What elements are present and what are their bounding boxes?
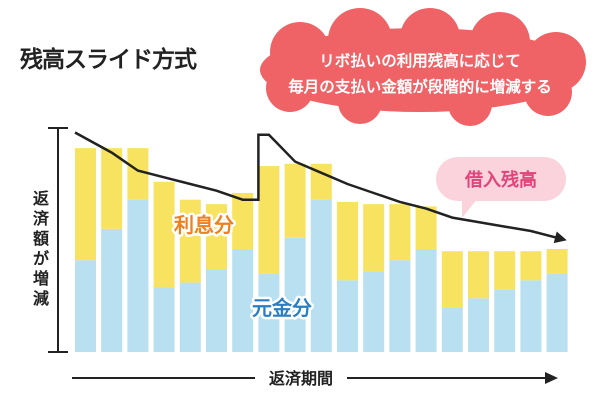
bar-interest-12 — [363, 204, 385, 272]
bar-principal-7 — [232, 248, 254, 352]
bars-group — [75, 148, 568, 352]
bar-principal-10 — [310, 199, 332, 352]
bar-principal-14 — [415, 248, 437, 352]
chart-title: 残高スライド方式 — [20, 47, 197, 73]
bar-interest-9 — [284, 163, 306, 238]
y-axis-label-char: 減 — [33, 289, 49, 308]
bar-interest-2 — [101, 148, 123, 229]
bar-principal-5 — [179, 282, 201, 352]
y-axis-label-char: 増 — [33, 269, 49, 288]
y-axis — [48, 127, 68, 353]
bar-principal-8 — [258, 273, 280, 352]
balance-line — [74, 131, 558, 240]
bar-principal-13 — [389, 260, 411, 352]
bar-principal-4 — [153, 287, 175, 352]
cloud-puff-2 — [328, 8, 392, 72]
bar-principal-9 — [284, 237, 306, 352]
bar-interest-15 — [441, 251, 463, 308]
cloud-puff-4 — [470, 12, 530, 72]
bar-principal-17 — [494, 289, 516, 352]
bar-interest-14 — [415, 206, 437, 249]
balance-bubble: 借入残高 — [436, 157, 566, 218]
balance-bubble-body — [436, 157, 566, 201]
bar-interest-5 — [179, 199, 201, 283]
bar-interest-19 — [546, 248, 568, 274]
bar-principal-6 — [206, 269, 227, 352]
bar-interest-13 — [389, 204, 411, 261]
balance-line-arrowhead — [553, 231, 567, 244]
y-axis-label-char: 額 — [32, 229, 49, 248]
y-axis-label-char: 済 — [33, 209, 50, 228]
balance-label: 借入残高 — [464, 169, 537, 191]
cloud-puff-6 — [524, 68, 572, 116]
bar-principal-16 — [468, 298, 489, 352]
y-axis-label-char: が — [33, 249, 49, 268]
cloud-puff-8 — [338, 80, 382, 124]
cloud-puff-9 — [448, 82, 492, 126]
bar-principal-12 — [363, 271, 385, 352]
bar-principal-1 — [75, 260, 96, 352]
bar-principal-15 — [441, 307, 463, 352]
bar-principal-18 — [520, 280, 542, 352]
bar-interest-8 — [258, 166, 280, 274]
bar-interest-17 — [494, 251, 516, 290]
y-axis-label-mask — [26, 186, 56, 308]
bar-interest-3 — [127, 148, 149, 200]
interest-label: 利息分 — [174, 213, 234, 237]
bar-interest-1 — [75, 148, 96, 261]
bar-interest-11 — [337, 201, 358, 281]
bar-principal-3 — [127, 199, 149, 352]
cloud-puff-3 — [400, 8, 460, 68]
principal-label: 元金分 — [252, 296, 312, 320]
bar-principal-19 — [546, 273, 568, 352]
x-axis-label: 返済期間 — [269, 369, 333, 388]
speech-cloud: リボ払いの利用残高に応じて 毎月の支払い金額が段階的に増減する — [260, 8, 586, 126]
cloud-text-line1: リボ払いの利用残高に応じて — [319, 51, 521, 70]
bar-interest-16 — [468, 251, 489, 299]
bar-interest-18 — [520, 251, 542, 281]
x-axis: 返済期間 — [72, 366, 558, 390]
bar-interest-10 — [310, 163, 332, 200]
x-axis-label-mask — [255, 366, 347, 390]
x-axis-arrowhead — [545, 372, 558, 384]
cloud-puff-7 — [266, 64, 314, 112]
bar-principal-11 — [337, 280, 358, 352]
y-axis-label-char: 返 — [33, 189, 49, 208]
cloud-text-line2: 毎月の支払い金額が段階的に増減する — [288, 77, 552, 96]
bar-interest-6 — [206, 204, 227, 270]
bar-interest-7 — [232, 192, 254, 249]
bar-principal-2 — [101, 228, 123, 352]
balance-bubble-tail — [462, 198, 478, 218]
bar-interest-4 — [153, 181, 175, 288]
